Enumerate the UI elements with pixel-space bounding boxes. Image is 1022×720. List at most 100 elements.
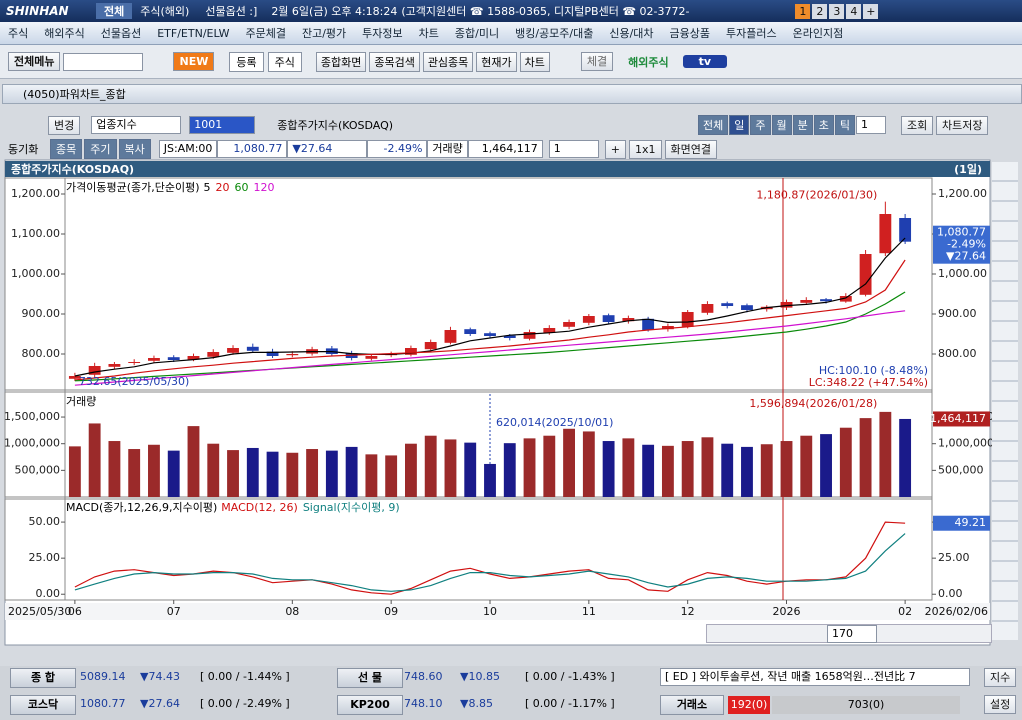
volume-bar (148, 444, 160, 497)
tab[interactable]: 전체 (96, 3, 133, 19)
toolbar-button[interactable]: 주식 (267, 51, 302, 72)
volume-bar (227, 450, 239, 497)
query-button[interactable]: 조회 (901, 115, 934, 135)
link-button[interactable]: 화면연결 (664, 139, 717, 159)
period-button[interactable]: 월 (771, 115, 792, 135)
y-tick-label: 1,000.00 (11, 267, 60, 280)
screen-button[interactable]: + (863, 3, 879, 19)
candle-body (800, 300, 813, 303)
controls: 변경 업종지수 1001 종합주가지수(KOSDAQ) 전체 일 주 월 분 초 틱 1 조… (8, 114, 1018, 136)
macd-legend-title: MACD(종가,12,26,9,지수이평) (66, 501, 218, 514)
menu-item[interactable]: 차트 (418, 27, 439, 40)
last-value-box (933, 515, 990, 531)
index-name: KP200 (337, 695, 403, 715)
layout-count[interactable]: 1 (548, 140, 599, 158)
period-button[interactable]: 분 (792, 115, 813, 135)
drawing-tools[interactable] (992, 162, 1018, 640)
toolbar-button[interactable]: 종합화면 (315, 51, 367, 72)
index-change: ▼10.85 (460, 670, 500, 683)
candle-body (246, 346, 259, 351)
trade-button[interactable]: 체결 (580, 52, 614, 71)
period-button[interactable]: 일 (729, 115, 750, 135)
toolbar-button[interactable]: 등록 (229, 51, 264, 72)
candle-body (721, 303, 734, 306)
lc-label: LC:348.22 (+47.54%) (809, 376, 928, 389)
period-button[interactable]: 주 (750, 115, 771, 135)
screen-button[interactable]: 4 (846, 3, 862, 19)
change-button[interactable]: 변경 (48, 115, 81, 135)
period-button[interactable]: 전체 (698, 115, 729, 135)
toolbar-button[interactable]: 현재가 (476, 51, 517, 72)
volume: 1,464,117 (467, 140, 543, 158)
candle-body (444, 330, 457, 343)
toolbar-button[interactable]: 종목검색 (369, 51, 420, 72)
y-tick-label: 0.00 (36, 587, 61, 600)
volume-bar (642, 444, 655, 497)
scroll-bar[interactable]: 170 (706, 624, 992, 643)
scroll-count[interactable]: 170 (827, 624, 877, 643)
quote-button[interactable]: 복사 (118, 139, 151, 159)
index-button[interactable]: 지수 (984, 668, 1017, 687)
count-input[interactable]: 1 (856, 116, 886, 134)
period-button[interactable]: 초 (813, 115, 834, 135)
tv-button[interactable]: tv (682, 55, 728, 68)
tab[interactable]: 선물옵션 :] (205, 5, 258, 18)
menu-item[interactable]: 종합/미니 (454, 27, 500, 40)
y-tick-label: 1,200.00 (11, 187, 60, 200)
chart-header-period: (1일) (954, 163, 982, 176)
all-menu[interactable]: 전체메뉴 (8, 52, 61, 71)
exchange-up: 192(0) (728, 696, 770, 714)
news[interactable]: [ ED ] 와이투솔루션, 작년 매출 1658억원…전년比 7 (660, 668, 970, 686)
y2-tick-label: 1,000,000 (938, 437, 994, 450)
menu-item[interactable]: 주식 (8, 27, 29, 40)
candle-body (227, 348, 239, 353)
menu-item[interactable]: 신용/대차 (609, 27, 654, 40)
menu-item[interactable]: 해외주식 (44, 27, 85, 40)
save-button[interactable]: 차트저장 (936, 115, 989, 135)
high-label: 1,180.87(2026/01/30) (756, 189, 877, 202)
volume-bar (424, 435, 437, 497)
candle-body (780, 302, 793, 308)
toolbar: 전체메뉴 NEW 등록 주식 종합화면 종목검색 관심종목 현재가 차트 체결 해외주식 … (0, 45, 1022, 79)
menu-item[interactable]: 뱅킹/공모주/대출 (515, 27, 594, 40)
screen-button[interactable]: 2 (812, 3, 828, 19)
y2-tick-label: 25.00 (938, 551, 970, 564)
menu-item[interactable]: 주문체결 (245, 27, 286, 40)
tab[interactable]: 주식(해외) (140, 5, 190, 18)
volume-bar (839, 427, 852, 497)
candle-body (820, 299, 832, 302)
price-legend-title: 가격이동평균(종가,단순이평) (66, 181, 200, 194)
new-button[interactable]: NEW (173, 52, 215, 71)
menu-item[interactable]: 잔고/평가 (301, 27, 347, 40)
period-button[interactable]: 틱 (834, 115, 855, 135)
menu-item[interactable]: 선물옵션 (100, 27, 142, 40)
plus-button[interactable]: + (604, 139, 626, 159)
screen-button[interactable]: 1 (795, 3, 811, 19)
menu-item[interactable]: 투자정보 (362, 27, 403, 40)
volume-label: 거래량 (427, 140, 468, 158)
overseas-button[interactable]: 해외주식 (628, 55, 669, 69)
exchange-label: 거래소 (660, 695, 724, 715)
quote-button[interactable]: 종목 (50, 139, 83, 159)
settings-button[interactable]: 설정 (984, 695, 1017, 714)
search-input[interactable] (63, 52, 144, 71)
x-tick-label: 10 (483, 605, 497, 618)
toolbar-button[interactable]: 차트 (519, 51, 550, 72)
menu-item[interactable]: 온라인지점 (792, 27, 844, 40)
tabs: 전체 주식(해외) 선물옵션 :] (96, 3, 265, 19)
market-select[interactable]: 업종지수 (91, 116, 182, 134)
quote-button[interactable]: 주기 (84, 139, 117, 159)
grid-button[interactable]: 1x1 (629, 139, 662, 159)
menu-item[interactable]: 금융상품 (669, 27, 711, 40)
volume-bar (286, 452, 299, 497)
menu-item[interactable]: ETF/ETN/ELW (157, 26, 230, 40)
menu-item[interactable]: 투자플러스 (726, 27, 777, 40)
candle-body (661, 326, 674, 330)
x-tick-label: 2026 (773, 605, 801, 618)
code-input[interactable]: 1001 (189, 116, 256, 134)
volume-bar (701, 437, 714, 497)
volume-bar (484, 463, 496, 497)
toolbar-button[interactable]: 관심종목 (422, 51, 474, 72)
screen-button[interactable]: 3 (829, 3, 845, 19)
hc-label: HC:100.10 (-8.48%) (819, 364, 928, 377)
